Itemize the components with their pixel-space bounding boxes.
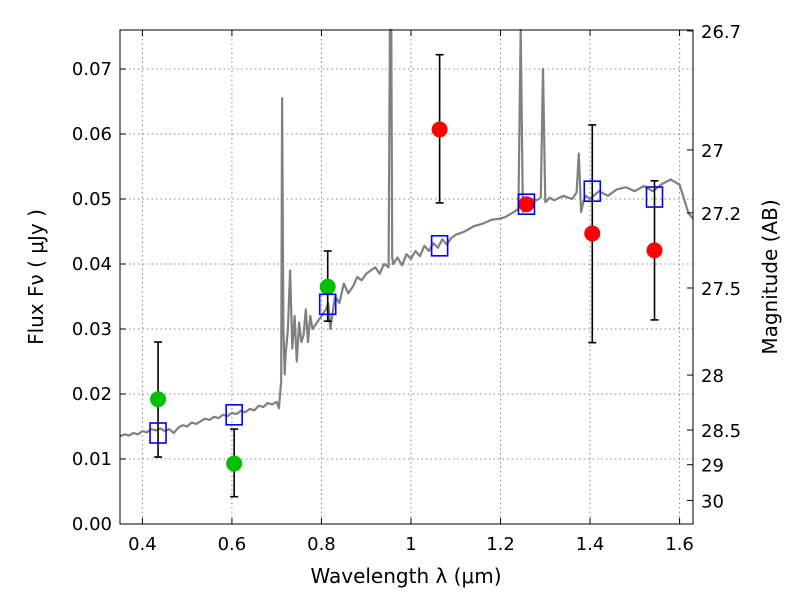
y-tick-label: 0.00 <box>72 514 112 535</box>
right-tick-label: 28 <box>701 366 724 387</box>
right-tick-label: 26.7 <box>701 22 741 43</box>
plot-frame <box>119 29 694 525</box>
model-flux-square <box>225 403 243 426</box>
x-tick-label: 1.2 <box>486 534 515 555</box>
y-tick-label: 0.04 <box>72 254 112 275</box>
red-data-point <box>584 225 601 242</box>
x-tick-label: 1.4 <box>576 534 605 555</box>
plot-background <box>120 30 693 524</box>
green-data-point <box>150 391 167 408</box>
red-data-point <box>431 121 448 138</box>
y-axis-title: Flux Fν ( μJy ) <box>24 209 48 345</box>
x-tick-label: 0.6 <box>218 534 247 555</box>
right-tick-label: 27.2 <box>701 204 741 225</box>
model-flux-square <box>430 235 449 257</box>
y-tick-label: 0.06 <box>72 124 112 145</box>
y-tick-label: 0.03 <box>72 319 112 340</box>
model-spectrum <box>119 28 694 438</box>
right-axis-title: Magnitude (AB) <box>758 199 782 354</box>
model-spectrum-line <box>119 28 694 438</box>
right-axis-ticks: 26.7 27 27.2 27.5 28 28.5 29 30 <box>687 22 741 512</box>
grid-lines <box>120 30 693 525</box>
right-tick-label: 28.5 <box>701 421 741 442</box>
y-tick-label: 0.01 <box>72 449 112 470</box>
x-tick-label: 0.8 <box>307 534 336 555</box>
y-tick-label: 0.07 <box>72 59 112 80</box>
green-data-point <box>319 278 336 295</box>
y-tick-label: 0.02 <box>72 384 112 405</box>
right-tick-label: 30 <box>701 491 724 512</box>
x-tick-label: 1 <box>405 534 416 555</box>
right-tick-label: 29 <box>701 456 724 477</box>
data-markers <box>149 121 664 472</box>
x-axis-ticks: 0.4 0.6 0.8 1 1.2 1.4 1.6 <box>128 30 694 555</box>
x-tick-label: 1.6 <box>665 534 694 555</box>
model-flux-square <box>517 193 536 215</box>
y-tick-label: 0.05 <box>72 189 112 210</box>
model-flux-square <box>645 186 664 208</box>
green-data-point <box>226 455 243 472</box>
x-axis-title: Wavelength λ (μm) <box>310 564 501 588</box>
right-tick-label: 27.5 <box>701 279 741 300</box>
model-flux-square <box>583 180 602 202</box>
y-axis-ticks: 0.00 0.01 0.02 0.03 0.04 0.05 0.06 0.07 <box>72 59 126 535</box>
model-flux-square <box>318 293 337 316</box>
model-flux-square <box>149 422 167 444</box>
x-tick-label: 0.4 <box>128 534 157 555</box>
red-data-point <box>646 242 663 259</box>
right-tick-label: 27 <box>701 141 724 162</box>
red-data-point <box>518 196 535 213</box>
